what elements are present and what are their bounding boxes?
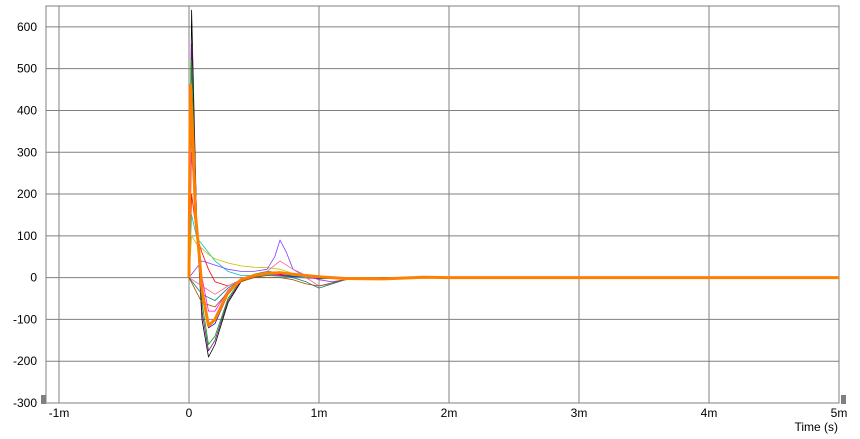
x-scroll-handle-right[interactable]	[841, 395, 846, 404]
y-tick-label: 200	[17, 187, 37, 201]
x-tick-label: 5m	[831, 406, 848, 420]
y-tick-label: 400	[17, 103, 37, 117]
x-scroll-handle-left[interactable]	[41, 395, 46, 404]
y-tick-label: -100	[13, 312, 37, 326]
x-tick-label: -1m	[49, 406, 70, 420]
y-tick-label: 500	[17, 62, 37, 76]
y-tick-label: -300	[13, 396, 37, 410]
y-tick-label: -200	[13, 354, 37, 368]
x-tick-label: 2m	[441, 406, 458, 420]
y-tick-label: 100	[17, 229, 37, 243]
x-tick-label: 3m	[571, 406, 588, 420]
y-tick-labels: 600 500 400 300 200 100 0 -100 -200 -300	[13, 20, 37, 410]
y-tick-label: 600	[17, 20, 37, 34]
series-group	[187, 9, 839, 358]
x-tick-labels: -1m 0 1m 2m 3m 4m 5m	[49, 406, 848, 420]
x-tick-label: 0	[186, 406, 193, 420]
x-axis-label: Time (s)	[794, 420, 838, 434]
x-tick-label: 4m	[701, 406, 718, 420]
y-tick-label: 300	[17, 145, 37, 159]
y-tick-label: 0	[30, 271, 37, 285]
x-tick-label: 1m	[311, 406, 328, 420]
series-line-highlight	[187, 83, 839, 328]
plot-area	[45, 5, 840, 404]
